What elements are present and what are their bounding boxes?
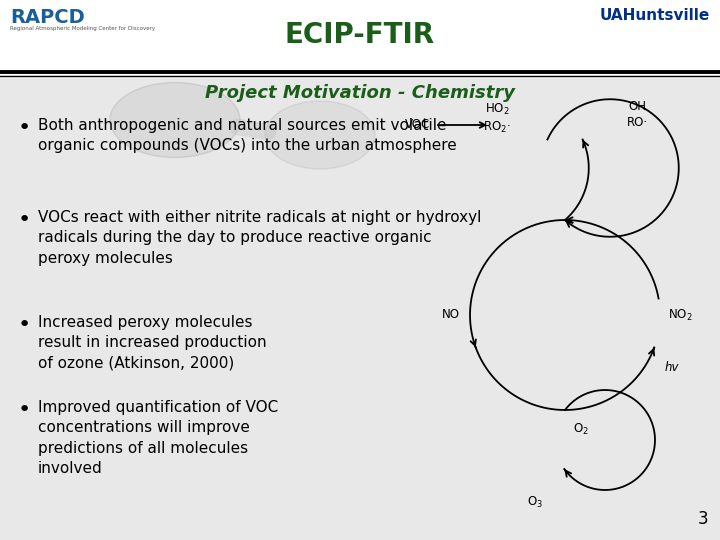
- Text: HO$_2$
RO$_2$·: HO$_2$ RO$_2$·: [483, 102, 510, 136]
- Text: •: •: [18, 118, 31, 138]
- Ellipse shape: [110, 83, 240, 158]
- Bar: [0, 0, 720, 75]
- Text: O$_3$: O$_3$: [527, 495, 543, 510]
- Text: O$_2$: O$_2$: [573, 422, 589, 437]
- Text: Increased peroxy molecules
result in increased production
of ozone (Atkinson, 20: Increased peroxy molecules result in inc…: [38, 315, 266, 371]
- Text: Regional Atmospheric Modeling Center for Discovery: Regional Atmospheric Modeling Center for…: [10, 26, 155, 31]
- Text: ECIP-FTIR: ECIP-FTIR: [285, 21, 435, 49]
- Text: OH
RO·: OH RO·: [626, 100, 647, 129]
- Text: •: •: [18, 210, 31, 230]
- Text: NO: NO: [442, 308, 460, 321]
- Text: UAHuntsville: UAHuntsville: [600, 8, 710, 23]
- Text: Project Motivation - Chemistry: Project Motivation - Chemistry: [205, 84, 515, 102]
- Text: RAPCD: RAPCD: [10, 8, 85, 27]
- Text: Both anthropogenic and natural sources emit volatile
organic compounds (VOCs) in: Both anthropogenic and natural sources e…: [38, 118, 456, 153]
- Text: •: •: [18, 315, 31, 335]
- Text: NO$_2$: NO$_2$: [668, 307, 693, 322]
- Text: VOCs react with either nitrite radicals at night or hydroxyl
radicals during the: VOCs react with either nitrite radicals …: [38, 210, 482, 266]
- Ellipse shape: [265, 101, 375, 169]
- Text: •: •: [18, 400, 31, 420]
- Text: Improved quantification of VOC
concentrations will improve
predictions of all mo: Improved quantification of VOC concentra…: [38, 400, 278, 476]
- Text: VOC: VOC: [405, 118, 430, 132]
- Text: hv: hv: [665, 361, 680, 374]
- Text: 3: 3: [698, 510, 708, 528]
